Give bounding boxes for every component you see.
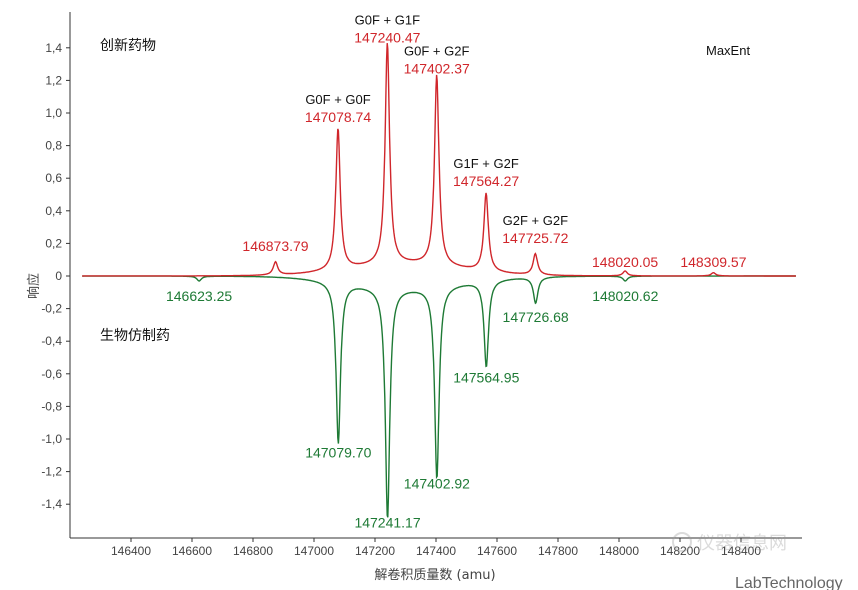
y-tick-label: -1,0 [41, 432, 62, 446]
biosimilar-peak-label: 147241.17 [354, 514, 420, 530]
innovator-peak-label: 148309.57 [680, 254, 746, 270]
y-tick-label: 1,0 [45, 106, 62, 120]
x-tick-label: 147000 [294, 544, 334, 558]
x-tick-label: 147600 [477, 544, 517, 558]
x-tick-label: 146800 [233, 544, 273, 558]
glycoform-label: G0F + G1F [355, 12, 420, 27]
innovator-peak-label: 148020.05 [592, 254, 658, 270]
biosimilar-peak-label: 147564.95 [453, 369, 519, 385]
watermark-site: 仪器信息网 [697, 533, 787, 553]
innovator-peak-label: 147240.47 [354, 29, 420, 45]
biosimilar-peak-label: 147402.92 [404, 475, 470, 491]
x-tick-label: 146400 [111, 544, 151, 558]
y-tick-label: -0,8 [41, 399, 62, 413]
x-tick-label: 148400 [721, 544, 761, 558]
x-tick-label: 147800 [538, 544, 578, 558]
innovator-peak-label: 146873.79 [242, 238, 308, 254]
x-axis-title: 解卷积质量数 (amu) [374, 567, 495, 583]
watermark-logo-icon [672, 532, 692, 552]
y-tick-label: 0,4 [45, 204, 62, 218]
glycoform-label: G2F + G2F [503, 213, 568, 228]
biosimilar-peak-label: 147726.68 [503, 309, 569, 325]
y-tick-label: 0,6 [45, 171, 62, 185]
axes-layer: 1,4 1,2 1,0 0,8 0,6 0,4 0,2 0 -0,2 -0,4 -0,6 -0,8 -1… [41, 12, 802, 558]
biosimilar-peak-label: 148020.62 [592, 288, 658, 304]
y-tick-label: -0,2 [41, 302, 62, 316]
biosimilar-peak-label: 146623.25 [166, 288, 232, 304]
y-tick-label: 0,2 [45, 236, 62, 250]
x-tick-label: 148000 [599, 544, 639, 558]
innovator-curve [82, 43, 796, 277]
series-label-innovator: 创新药物 [100, 38, 156, 54]
watermark: 仪器信息网 [672, 532, 787, 553]
y-tick-label: -0,4 [41, 334, 62, 348]
innovator-peak-label: 147564.27 [453, 173, 519, 189]
y-tick-label: 1,2 [45, 73, 62, 87]
watermark-brand: LabTechnology [735, 575, 843, 590]
biosimilar-peak-label: 147079.70 [305, 444, 371, 460]
innovator-peak-label: 147078.74 [305, 109, 371, 125]
y-tick-label: 0 [55, 269, 62, 283]
y-tick-label: -1,2 [41, 465, 62, 479]
curves-layer [82, 43, 796, 518]
y-tick-label: 0,8 [45, 139, 62, 153]
innovator-peak-label: 147402.37 [404, 60, 470, 76]
innovator-peak-label: 147725.72 [502, 230, 568, 246]
glycoform-label: G1F + G2F [453, 156, 518, 171]
x-tick-label: 147400 [416, 544, 456, 558]
glycoform-label: G0F + G0F [305, 92, 370, 107]
series-label-biosimilar: 生物仿制药 [100, 328, 170, 344]
y-tick-label: -1,4 [41, 497, 62, 511]
y-tick-label: 1,4 [45, 41, 62, 55]
glycoform-label: G0F + G2F [404, 43, 469, 58]
method-label: MaxEnt [706, 43, 750, 58]
x-tick-label: 148200 [660, 544, 700, 558]
x-tick-label: 147200 [355, 544, 395, 558]
y-tick-label: -0,6 [41, 367, 62, 381]
x-tick-label: 146600 [172, 544, 212, 558]
y-axis-title: 响应 [26, 273, 42, 299]
